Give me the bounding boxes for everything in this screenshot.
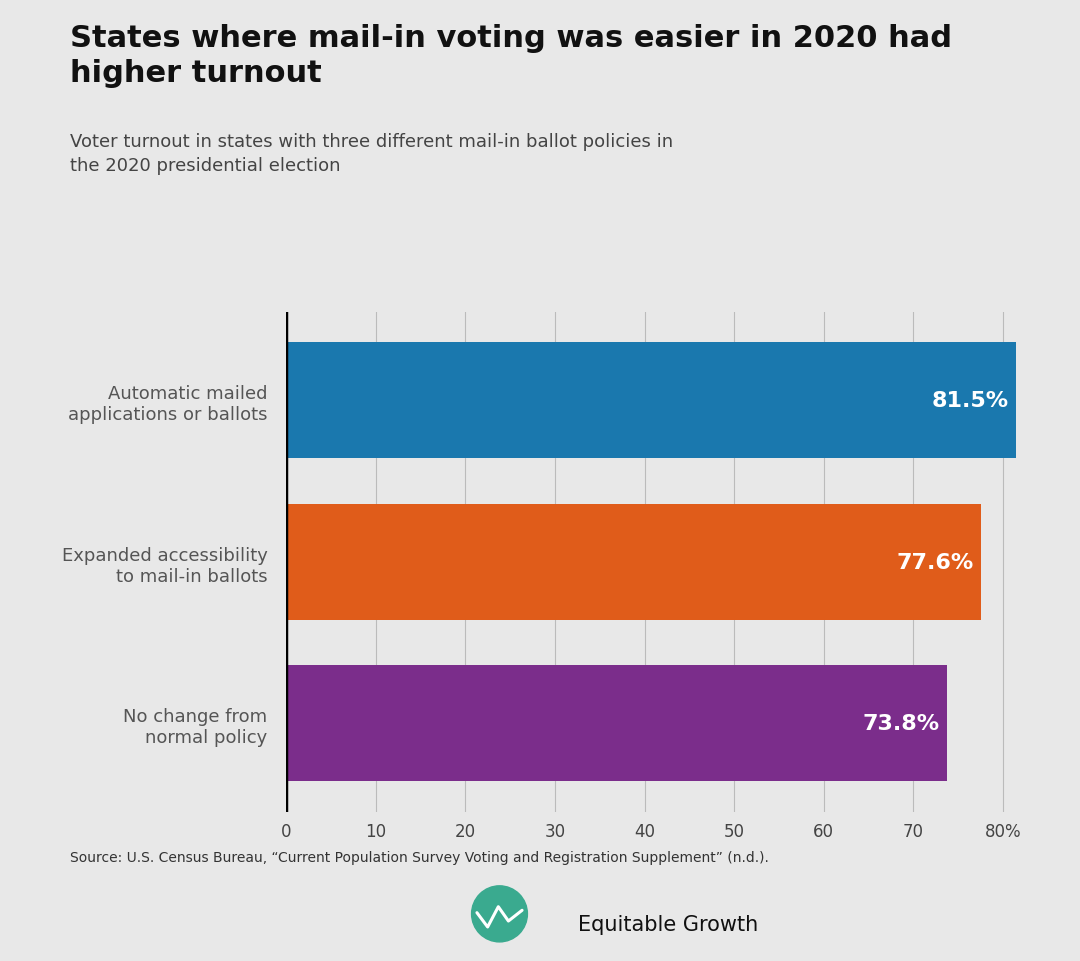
Text: 77.6%: 77.6% — [896, 553, 974, 572]
Circle shape — [472, 886, 527, 942]
Text: Source: U.S. Census Bureau, “Current Population Survey Voting and Registration S: Source: U.S. Census Bureau, “Current Pop… — [70, 850, 769, 865]
Text: 81.5%: 81.5% — [932, 391, 1009, 411]
Text: 73.8%: 73.8% — [863, 713, 940, 733]
Bar — [286, 505, 982, 620]
Text: Voter turnout in states with three different mail-in ballot policies in
the 2020: Voter turnout in states with three diffe… — [70, 133, 673, 175]
Bar — [286, 343, 1016, 459]
Bar — [286, 665, 947, 781]
Text: States where mail-in voting was easier in 2020 had
higher turnout: States where mail-in voting was easier i… — [70, 24, 953, 87]
Text: Equitable Growth: Equitable Growth — [578, 915, 758, 934]
